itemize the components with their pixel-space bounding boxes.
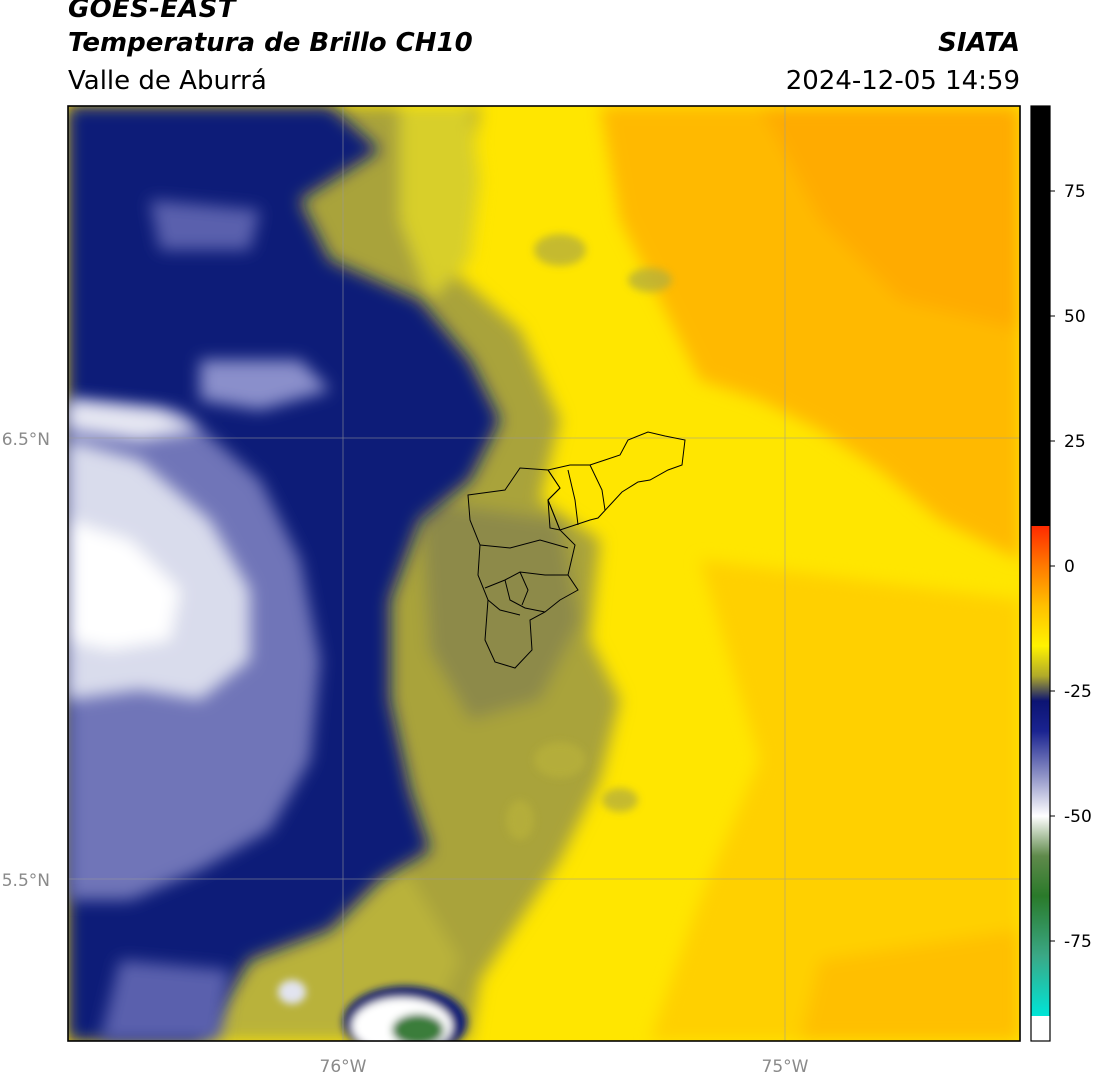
colorbar-tick-label: 25 [1064,432,1086,452]
timestamp-label: 2024-12-05 14:59 [785,66,1020,96]
colorbar: 75 50 25 0 -25 -50 -75 [1030,105,1092,1042]
colorbar-tick-label: 75 [1064,182,1086,202]
product-title: Temperatura de Brillo CH10 [68,28,473,58]
colorbar-tick-label: 50 [1064,307,1086,327]
brightness-temperature-field [68,106,1020,1041]
lat-label-5-5: 5.5°N [2,871,50,891]
valle-de-aburra-outline [467,431,686,669]
lon-label-76w: 76°W [320,1057,367,1077]
lat-label-6-5: 6.5°N [2,430,50,450]
colorbar-tick-label: 0 [1064,557,1075,577]
satellite-title: GOES-EAST [68,0,236,24]
colorbar-tick-label: -75 [1064,932,1092,952]
colorbar-gradient [1031,106,1050,1041]
colorbar-tick-label: -50 [1064,807,1092,827]
colorbar-tick-label: -25 [1064,682,1092,702]
plot-frame [67,105,1021,1042]
organization-label: SIATA [938,28,1020,58]
region-subtitle: Valle de Aburrá [68,66,267,96]
lon-label-75w: 75°W [762,1057,809,1077]
